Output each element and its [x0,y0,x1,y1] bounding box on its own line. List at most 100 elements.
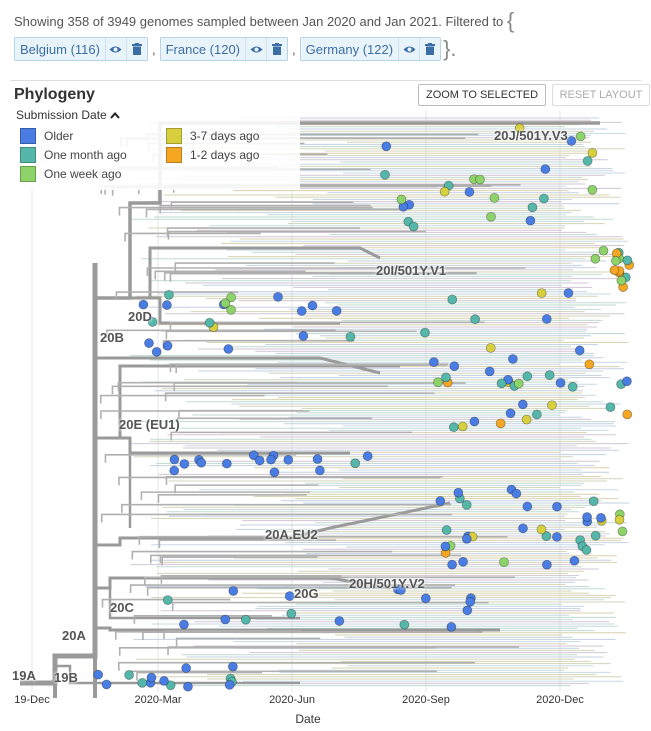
tip-circle[interactable] [525,215,536,226]
chevron-up-icon[interactable] [110,111,120,119]
tip-circle[interactable] [179,459,190,469]
tip-circle[interactable] [458,556,468,567]
tip-circle[interactable] [298,331,309,341]
tip-circle[interactable] [162,595,173,605]
tip-circle[interactable] [566,136,577,146]
tip-circle[interactable] [517,399,528,410]
tip-circle[interactable] [296,306,307,316]
tip-circle[interactable] [204,317,215,328]
tip-circle[interactable] [484,366,495,377]
tip-circle[interactable] [449,361,460,372]
tip-circle[interactable] [544,370,555,380]
tip-circle[interactable] [221,458,232,469]
legend-item-1-2-days-ago[interactable]: 1-2 days ago [166,147,259,163]
tip-circle[interactable] [536,524,547,535]
tip-circle[interactable] [617,526,628,537]
tip-circle[interactable] [587,148,598,158]
tip-circle[interactable] [470,314,481,325]
tip-circle[interactable] [284,591,295,601]
tip-circle[interactable] [254,455,265,466]
filter-chip-germany[interactable]: Germany (122) [299,37,442,61]
tip-circle[interactable] [146,672,157,683]
tip-circle[interactable] [521,414,532,425]
tip-circle[interactable] [331,305,342,316]
clade-label[interactable]: 19A [12,668,36,683]
tip-circle[interactable] [396,585,406,595]
tip-circle[interactable] [588,496,599,507]
tip-circle[interactable] [513,378,524,389]
tip-circle[interactable] [622,409,633,420]
tip-circle[interactable] [590,530,601,541]
tip-circle[interactable] [527,202,538,213]
tip-circle[interactable] [399,619,410,630]
clade-label[interactable]: 20B [100,330,124,345]
tip-circle[interactable] [522,501,533,512]
tip-circle[interactable] [581,545,592,555]
tip-circle[interactable] [183,681,193,692]
tip-circle[interactable] [240,614,251,625]
tip-circle[interactable] [439,186,450,197]
tip-circle[interactable] [448,422,459,433]
tip-circle[interactable] [248,450,259,461]
tip-circle[interactable] [475,174,485,185]
tip-circle[interactable] [531,409,542,420]
tip-circle[interactable] [165,680,176,691]
tip-circle[interactable] [381,141,392,152]
tip-circle[interactable] [582,512,592,522]
tip-circle[interactable] [465,596,476,607]
tip-circle[interactable] [223,344,234,354]
tip-circle[interactable] [518,523,528,534]
tip-circle[interactable] [461,499,472,510]
tip-circle[interactable] [575,131,586,142]
tip-circle[interactable] [196,457,207,468]
tip-circle[interactable] [283,454,294,465]
tip-circle[interactable] [469,416,480,427]
tip-circle[interactable] [93,669,104,680]
tip-circle[interactable] [462,605,473,616]
tip-circle[interactable] [605,402,616,413]
tip-circle[interactable] [269,467,280,478]
tip-circle[interactable] [495,418,506,429]
tip-circle[interactable] [124,670,134,680]
phylogeny-tree[interactable] [0,108,651,698]
tip-circle[interactable] [137,677,148,688]
filter-chip-france[interactable]: France (120) [159,37,289,61]
tip-circle[interactable] [162,340,173,351]
tip-circle[interactable] [179,619,189,630]
filter-chip-label[interactable]: France (120) [165,41,241,57]
tip-circle[interactable] [362,451,373,461]
tip-circle[interactable] [447,559,457,570]
tip-circle[interactable] [547,400,557,411]
tip-circle[interactable] [453,487,464,498]
tip-circle[interactable] [610,255,621,266]
tip-circle[interactable] [489,193,500,203]
clade-label[interactable]: 20D [128,309,152,324]
clade-label[interactable]: 20I/501Y.V1 [376,263,447,278]
tip-circle[interactable] [622,376,632,387]
reset-layout-button[interactable]: RESET LAYOUT [552,84,650,106]
tip-circle[interactable] [542,559,552,570]
tip-circle[interactable] [220,298,231,309]
tip-circle[interactable] [584,359,595,370]
filter-chip-label[interactable]: Germany (122) [305,41,394,57]
tip-circle[interactable] [563,288,574,298]
tip-circle[interactable] [228,586,239,596]
tip-circle[interactable] [151,346,162,357]
tip-circle[interactable] [614,514,625,525]
tip-circle[interactable] [226,304,236,315]
legend-item-one-week-ago[interactable]: One week ago [20,166,121,182]
tip-circle[interactable] [138,299,149,310]
trash-icon[interactable] [419,38,440,60]
filter-chip-belgium[interactable]: Belgium (116) [14,37,148,61]
tip-circle[interactable] [609,265,620,276]
tip-circle[interactable] [428,357,439,367]
clade-label[interactable]: 20E (EU1) [119,417,180,432]
tip-circle[interactable] [226,292,237,303]
tip-circle[interactable] [499,557,509,568]
tip-circle[interactable] [596,512,606,523]
tip-circle[interactable] [420,327,430,338]
tip-circle[interactable] [522,371,533,382]
tip-circle[interactable] [555,377,566,388]
tip-circle[interactable] [505,408,516,419]
tip-circle[interactable] [539,193,549,204]
